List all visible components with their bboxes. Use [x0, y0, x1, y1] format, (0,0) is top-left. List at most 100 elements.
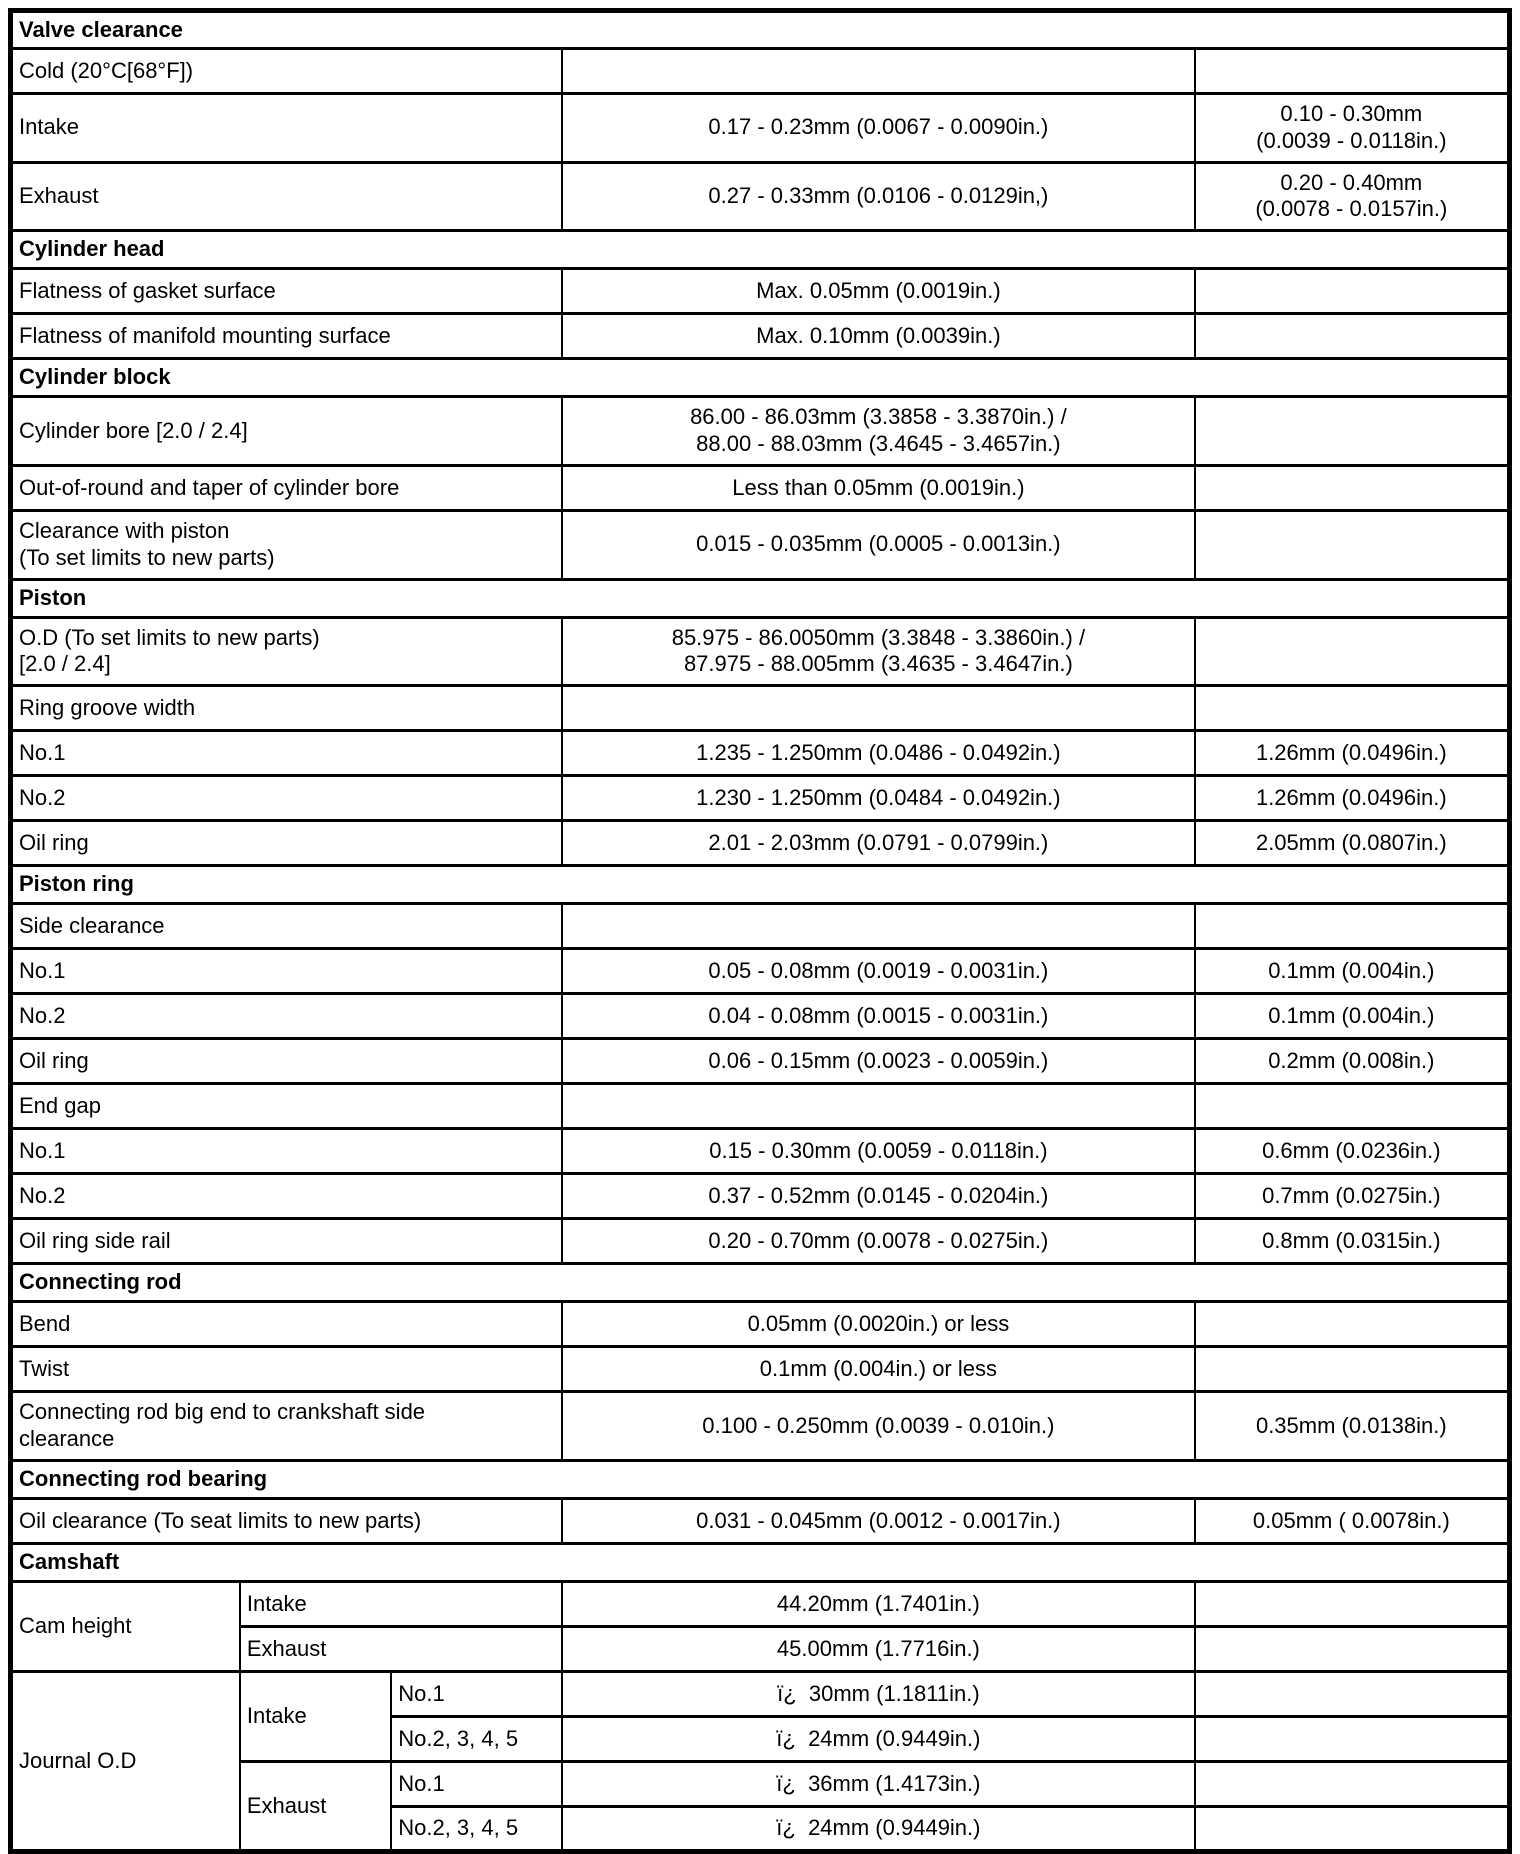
table-row: No.2 0.37 - 0.52mm (0.0145 - 0.0204in.) 0.…	[9, 1172, 1511, 1221]
item-label-cell: No.1	[390, 1669, 564, 1718]
table-row: No.2, 3, 4, 5 ï¿ 24mm (0.9449in.)	[11, 1714, 1511, 1763]
spec-value-cell: ï¿ 30mm (1.1811in.)	[561, 1669, 1196, 1718]
spec-limit-cell	[1193, 463, 1511, 512]
spec-value-cell	[561, 902, 1196, 951]
spec-value-cell: 0.20 - 0.70mm (0.0078 - 0.0275in.)	[561, 1217, 1196, 1266]
section-header-cell: Cylinder head	[9, 229, 1511, 271]
table-row: Oil ring 2.01 - 2.03mm (0.0791 - 0.0799in…	[9, 819, 1511, 868]
sub-label-cell: Intake	[238, 1669, 393, 1763]
spec-label-cell: Oil ring	[9, 819, 564, 868]
table-row: Ring groove width	[9, 684, 1511, 733]
table-row: Connecting rod big end to crankshaft sid…	[9, 1390, 1511, 1462]
table-row: No.1 0.05 - 0.08mm (0.0019 - 0.0031in.) 0.…	[9, 947, 1511, 996]
spec-limit-cell: 0.10 - 0.30mm (0.0039 - 0.0118in.)	[1193, 92, 1511, 164]
spec-value-cell	[561, 1082, 1196, 1131]
spec-table-body: Valve clearance Cold (20°C[68°F]) Intake 0.…	[9, 9, 1511, 1853]
spec-label-cell: Exhaust	[9, 160, 564, 233]
table-row: Exhaust 0.27 - 0.33mm (0.0106 - 0.0129in,…	[9, 160, 1511, 233]
spec-value-cell: 86.00 - 86.03mm (3.3858 - 3.3870in.) / 8…	[561, 395, 1196, 467]
table-row: Exhaust 45.00mm (1.7716in.)	[11, 1624, 1511, 1673]
spec-label-cell: Ring groove width	[9, 684, 564, 733]
section-header-cell: Cylinder block	[9, 357, 1511, 399]
spec-value-cell: 0.15 - 0.30mm (0.0059 - 0.0118in.)	[561, 1127, 1196, 1176]
spec-label-cell: End gap	[9, 1082, 564, 1131]
spec-limit-cell	[1193, 267, 1511, 316]
spec-value-cell: 0.06 - 0.15mm (0.0023 - 0.0059in.)	[561, 1037, 1196, 1086]
spec-value-cell: 45.00mm (1.7716in.)	[561, 1624, 1196, 1673]
section-header-cell: Connecting rod bearing	[9, 1458, 1511, 1500]
spec-label-cell: Side clearance	[9, 902, 564, 951]
spec-limit-cell	[1193, 1624, 1511, 1673]
item-label-cell: No.2, 3, 4, 5	[390, 1714, 564, 1763]
spec-limit-cell	[1193, 1300, 1511, 1349]
section-header-row: Valve clearance	[9, 9, 1511, 50]
table-row: Cylinder bore [2.0 / 2.4] 86.00 - 86.03mm…	[9, 395, 1511, 467]
spec-limit-cell	[1193, 1082, 1511, 1131]
table-row: Oil clearance (To seat limits to new par…	[9, 1496, 1511, 1545]
spec-limit-cell: 0.2mm (0.008in.)	[1193, 1037, 1511, 1086]
item-label-cell: No.2, 3, 4, 5	[390, 1804, 564, 1853]
spec-limit-cell	[1193, 902, 1511, 951]
spec-limit-cell	[1193, 1669, 1511, 1718]
spec-limit-cell: 0.20 - 0.40mm (0.0078 - 0.0157in.)	[1193, 160, 1511, 233]
spec-value-cell: 1.235 - 1.250mm (0.0486 - 0.0492in.)	[561, 729, 1196, 778]
spec-value-cell: ï¿ 36mm (1.4173in.)	[561, 1759, 1196, 1808]
sub-label-cell: Exhaust	[238, 1759, 393, 1853]
engine-spec-table: Valve clearance Cold (20°C[68°F]) Intake 0.…	[8, 8, 1512, 1854]
spec-limit-cell	[1193, 1759, 1511, 1808]
spec-limit-cell	[1193, 508, 1511, 581]
spec-limit-cell: 0.7mm (0.0275in.)	[1193, 1172, 1511, 1221]
spec-label-cell: Oil clearance (To seat limits to new par…	[9, 1496, 564, 1545]
section-header-row: Cylinder block	[9, 357, 1511, 399]
spec-limit-cell	[1193, 684, 1511, 733]
section-header-cell: Connecting rod	[9, 1262, 1511, 1304]
spec-value-cell: 1.230 - 1.250mm (0.0484 - 0.0492in.)	[561, 774, 1196, 823]
sub-label-cell: Intake	[238, 1579, 564, 1628]
spec-value-cell: 85.975 - 86.0050mm (3.3848 - 3.3860in.) …	[561, 615, 1196, 688]
spec-limit-cell: 2.05mm (0.0807in.)	[1193, 819, 1511, 868]
section-header-row: Cylinder head	[9, 229, 1511, 271]
spec-limit-cell: 0.1mm (0.004in.)	[1193, 947, 1511, 996]
spec-limit-cell: 0.1mm (0.004in.)	[1193, 992, 1511, 1041]
table-row: Clearance with piston (To set limits to …	[9, 508, 1511, 581]
spec-label-cell: No.2	[9, 992, 564, 1041]
spec-label-cell: No.2	[9, 1172, 564, 1221]
spec-label-cell: Flatness of gasket surface	[9, 267, 564, 316]
spec-label-cell: O.D (To set limits to new parts) [2.0 / …	[9, 615, 564, 688]
spec-value-cell: Max. 0.10mm (0.0039in.)	[561, 312, 1196, 361]
spec-value-cell: Max. 0.05mm (0.0019in.)	[561, 267, 1196, 316]
spec-value-cell: 44.20mm (1.7401in.)	[561, 1579, 1196, 1628]
section-header-row: Camshaft	[9, 1541, 1511, 1583]
spec-limit-cell: 0.35mm (0.0138in.)	[1193, 1390, 1511, 1462]
spec-label-cell: No.1	[9, 1127, 564, 1176]
spec-value-cell: 0.37 - 0.52mm (0.0145 - 0.0204in.)	[561, 1172, 1196, 1221]
spec-limit-cell: 0.8mm (0.0315in.)	[1193, 1217, 1511, 1266]
spec-limit-cell	[1193, 615, 1511, 688]
table-row: Out-of-round and taper of cylinder bore L…	[9, 463, 1511, 512]
table-row: Side clearance	[9, 902, 1511, 951]
group-label-cell: Cam height	[9, 1579, 241, 1673]
spec-limit-cell	[1193, 1579, 1511, 1628]
spec-label-cell: Intake	[9, 92, 564, 164]
section-header-cell: Valve clearance	[9, 9, 1511, 50]
section-header-row: Piston	[9, 577, 1511, 619]
table-row: Oil ring 0.06 - 0.15mm (0.0023 - 0.0059in…	[9, 1037, 1511, 1086]
section-header-row: Connecting rod	[9, 1262, 1511, 1304]
spec-value-cell: Less than 0.05mm (0.0019in.)	[561, 463, 1196, 512]
spec-label-cell: Clearance with piston (To set limits to …	[9, 508, 564, 581]
spec-limit-cell: 0.05mm ( 0.0078in.)	[1193, 1496, 1511, 1545]
table-row: O.D (To set limits to new parts) [2.0 / …	[9, 615, 1511, 688]
spec-label-cell: Cold (20°C[68°F])	[9, 47, 564, 95]
spec-limit-cell	[1193, 1345, 1511, 1394]
spec-label-cell: No.1	[9, 947, 564, 996]
spec-label-cell: Connecting rod big end to crankshaft sid…	[9, 1390, 564, 1462]
table-row: Twist 0.1mm (0.004in.) or less	[9, 1345, 1511, 1394]
table-row: Intake 0.17 - 0.23mm (0.0067 - 0.0090in.)…	[9, 92, 1511, 164]
spec-value-cell: ï¿ 24mm (0.9449in.)	[561, 1714, 1196, 1763]
spec-limit-cell	[1193, 47, 1511, 95]
spec-label-cell: Flatness of manifold mounting surface	[9, 312, 564, 361]
table-row: Oil ring side rail 0.20 - 0.70mm (0.0078 …	[9, 1217, 1511, 1266]
spec-label-cell: Oil ring side rail	[9, 1217, 564, 1266]
table-row: No.1 1.235 - 1.250mm (0.0486 - 0.0492in.)…	[9, 729, 1511, 778]
